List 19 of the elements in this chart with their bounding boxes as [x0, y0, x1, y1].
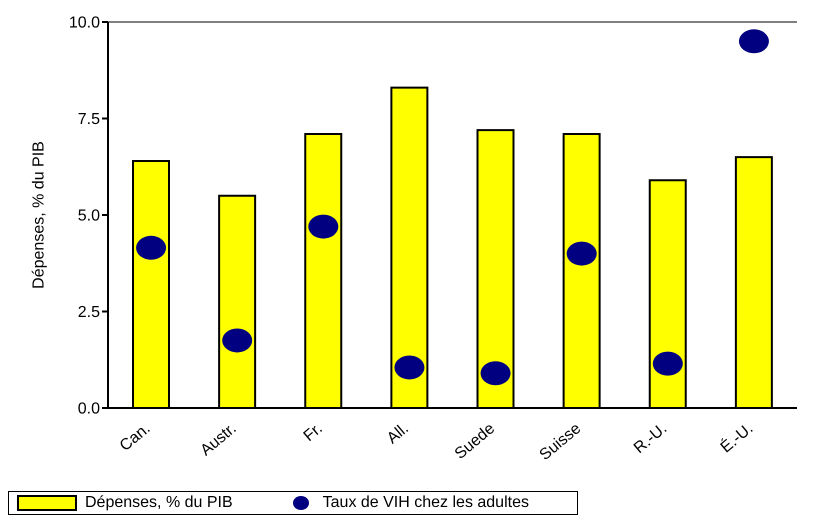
x-tick-label: Fr. — [300, 420, 326, 446]
point — [480, 361, 511, 386]
point — [394, 355, 424, 380]
point — [222, 328, 252, 352]
y-tick-label: 7.5 — [78, 111, 100, 128]
point — [136, 236, 166, 260]
y-tick-label: 2.5 — [78, 304, 100, 322]
y-axis-title: Dépenses, % du PIB — [30, 141, 48, 289]
point — [308, 214, 338, 239]
y-tick-label: 0.0 — [78, 400, 100, 418]
legend-label: Taux de VIH chez les adultes — [322, 494, 529, 512]
point — [738, 29, 769, 54]
x-tick-label: All. — [384, 420, 412, 448]
y-tick-label: 5.0 — [78, 208, 100, 225]
x-tick-label: Can. — [116, 420, 154, 455]
point — [652, 352, 683, 376]
y-tick-label: 10.0 — [68, 14, 100, 32]
point — [566, 242, 597, 266]
legend-label: Dépenses, % du PIB — [84, 494, 233, 512]
